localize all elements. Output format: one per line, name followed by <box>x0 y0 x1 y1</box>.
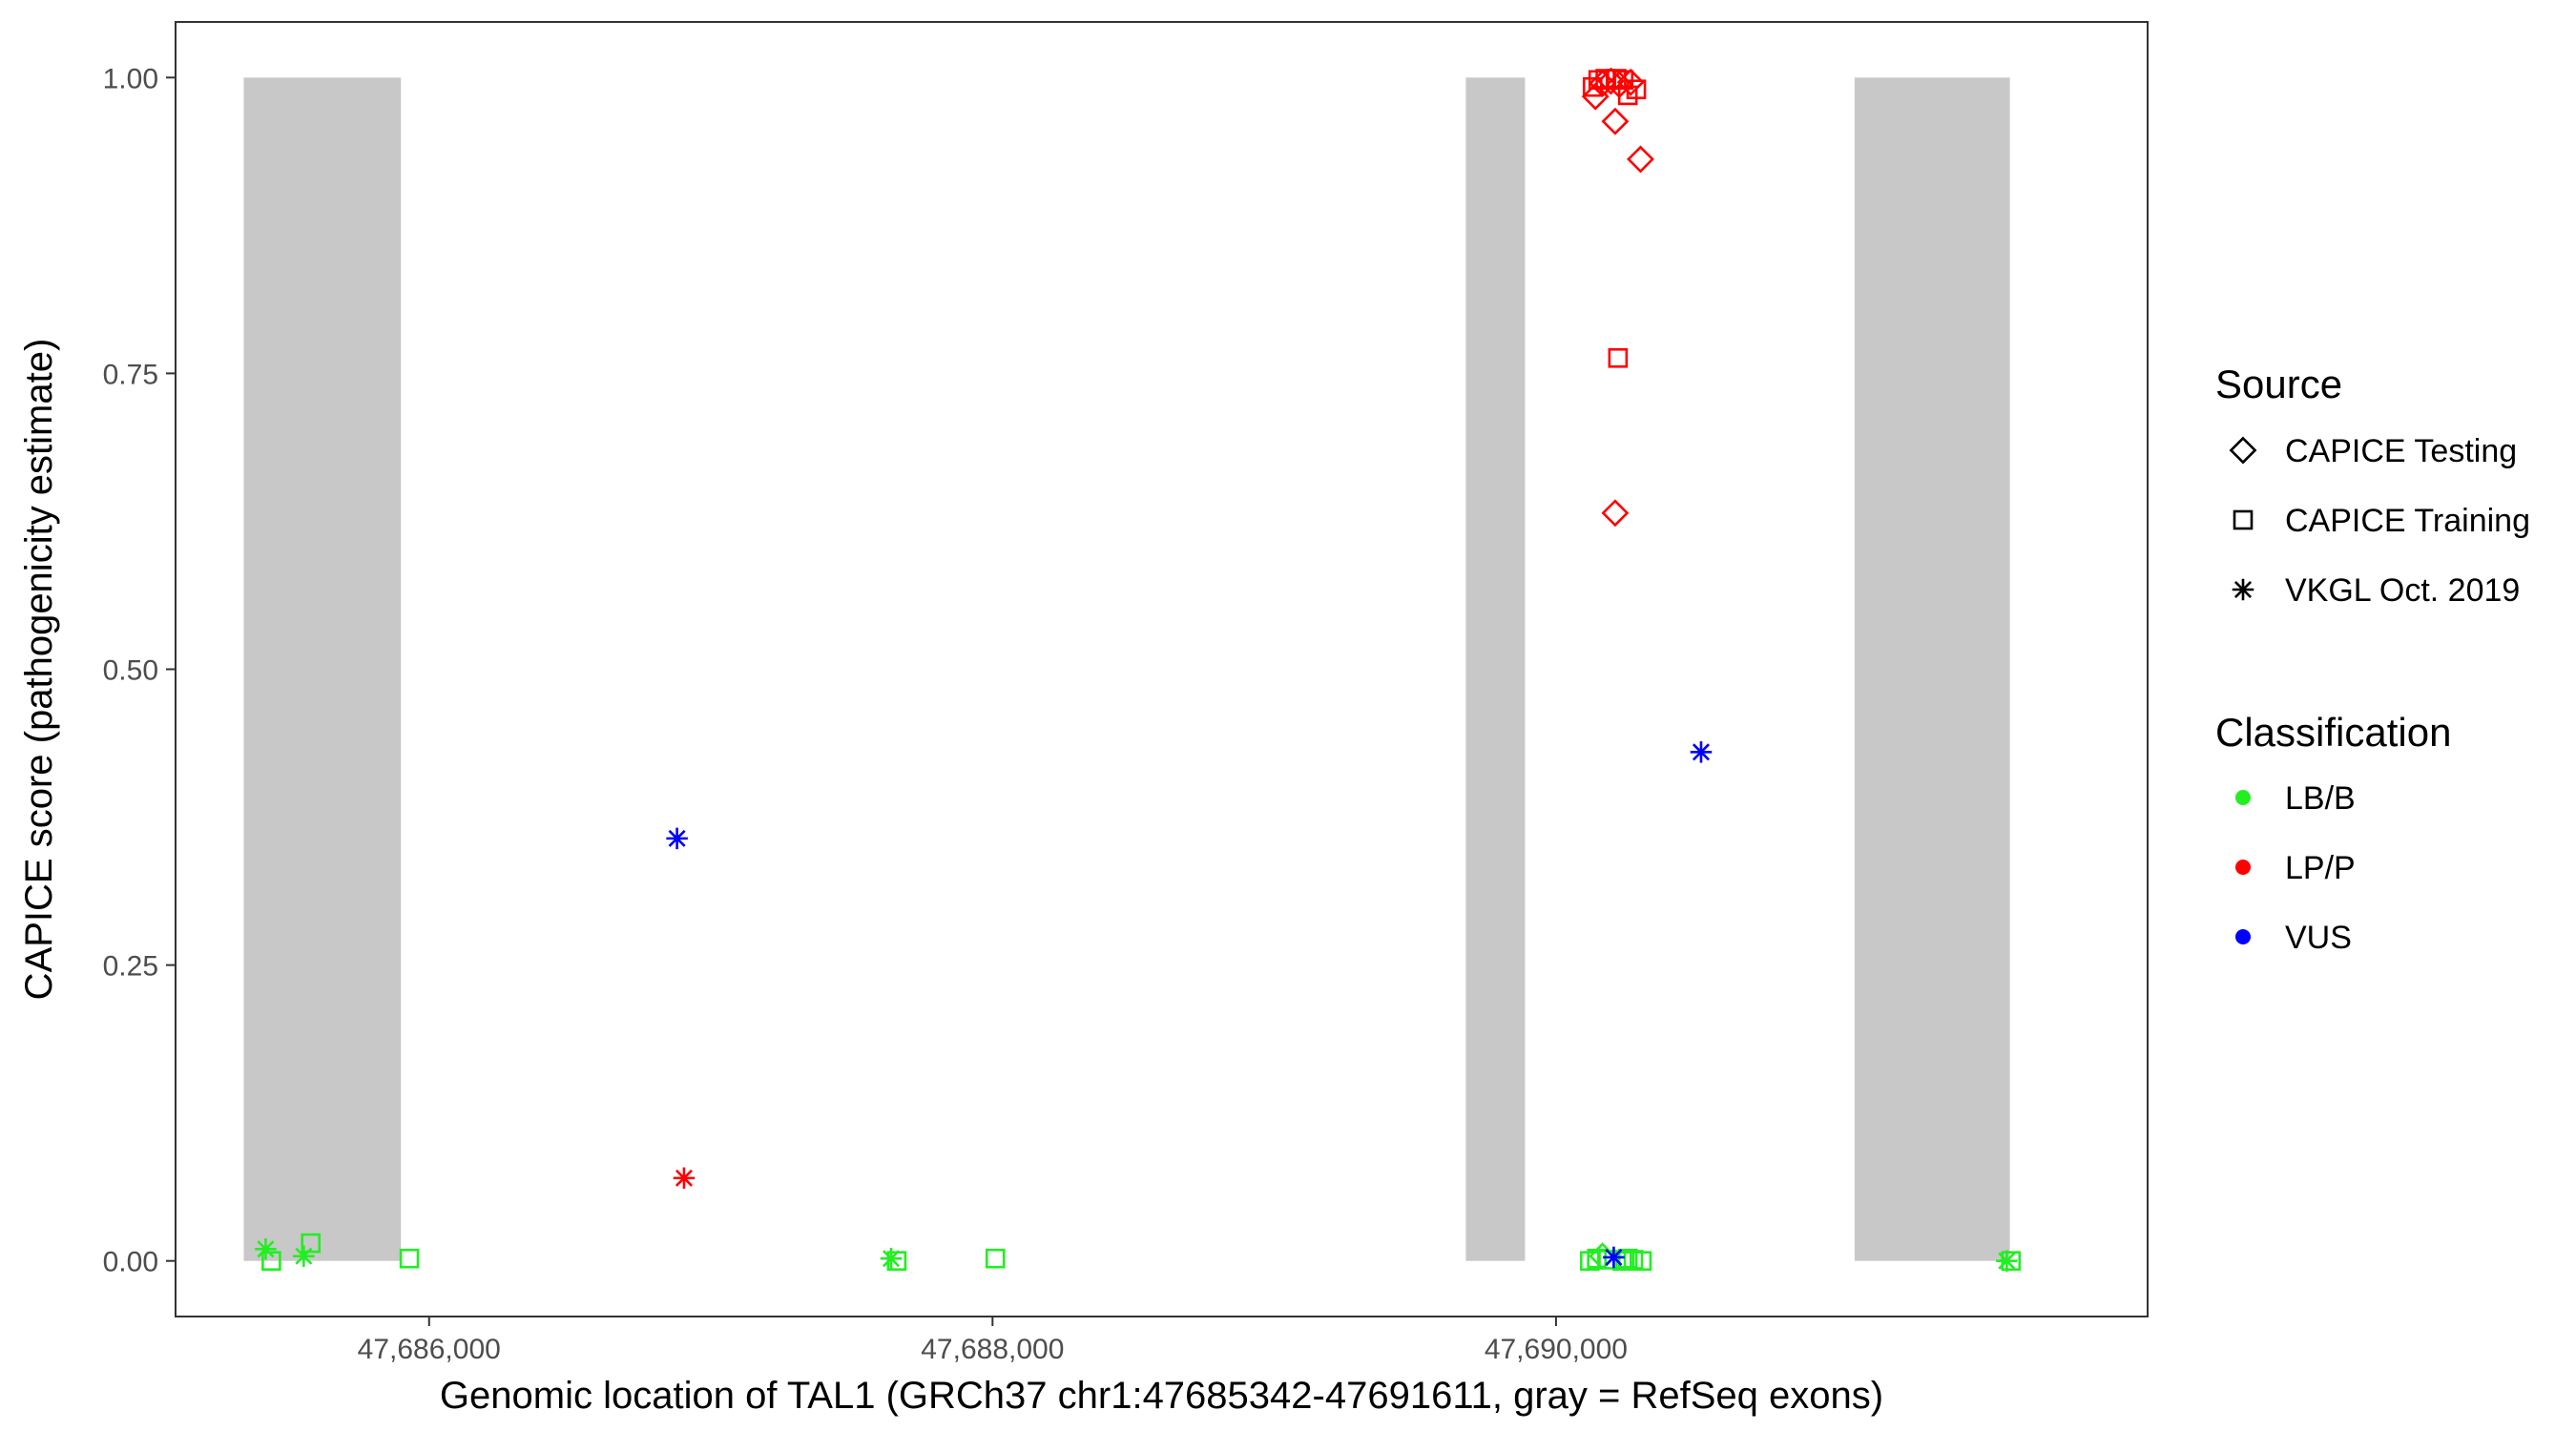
point-asterisk <box>293 1245 315 1267</box>
legend-source-key-diamond <box>2229 436 2257 465</box>
legend-classification-dot <box>2235 860 2251 875</box>
legend-classification-label: LB/B <box>2285 780 2356 817</box>
legend-classification: Classification LB/B LP/P VUS <box>2215 710 2451 956</box>
point-diamond <box>1616 68 1645 96</box>
point-diamond <box>1589 70 1617 97</box>
point-square <box>2001 1251 2022 1272</box>
y-tick-label: 0.25 <box>103 951 158 983</box>
point-diamond <box>1597 67 1625 95</box>
point-asterisk <box>1690 741 1713 763</box>
legend-classification-dot <box>2235 790 2251 805</box>
points-layer <box>255 67 2022 1272</box>
y-axis: 0.00 0.25 0.50 0.75 1.00 <box>103 63 176 1278</box>
legend-source-label: VKGL Oct. 2019 <box>2285 572 2520 609</box>
legend-source: Source CAPICE Testing CAPICE Training VKGL… <box>2215 362 2530 609</box>
exon-bar <box>1854 77 2010 1261</box>
point-square <box>261 1251 281 1272</box>
point-square <box>886 1251 907 1272</box>
x-axis: 47,686,000 47,688,000 47,690,000 <box>358 1317 1628 1365</box>
point-square <box>1608 347 1629 368</box>
exon-bar <box>243 77 402 1261</box>
point-asterisk <box>1603 1246 1625 1269</box>
point-asterisk <box>666 827 688 850</box>
exon-layer <box>243 77 2010 1261</box>
x-tick-label: 47,688,000 <box>921 1334 1064 1365</box>
legend-classification-title: Classification <box>2215 710 2451 755</box>
legend-source-title: Source <box>2215 362 2342 406</box>
x-axis-title: Genomic location of TAL1 (GRCh37 chr1:47… <box>440 1375 1883 1417</box>
x-tick-label: 47,690,000 <box>1485 1334 1628 1365</box>
point-diamond <box>1601 107 1630 135</box>
y-axis-title: CAPICE score (pathogenicity estimate) <box>18 339 60 1001</box>
point-square <box>301 1233 322 1254</box>
point-square <box>399 1248 420 1269</box>
legend-source-key-square <box>2233 509 2254 530</box>
x-tick-label: 47,686,000 <box>358 1334 501 1365</box>
point-asterisk <box>880 1247 903 1270</box>
point-asterisk <box>673 1167 696 1190</box>
y-tick-label: 0.00 <box>103 1247 158 1278</box>
y-tick-label: 1.00 <box>103 63 158 94</box>
point-asterisk <box>255 1238 277 1260</box>
legend-source-key-asterisk <box>2232 578 2254 601</box>
point-diamond <box>1627 145 1654 174</box>
exon-bar <box>1465 77 1526 1261</box>
y-tick-label: 0.50 <box>103 655 158 687</box>
point-square <box>1626 79 1647 100</box>
y-tick-label: 0.75 <box>103 359 158 390</box>
point-diamond <box>1581 82 1610 111</box>
legend-classification-label: LP/P <box>2285 850 2356 886</box>
point-square <box>1631 1251 1652 1272</box>
point-diamond <box>1601 499 1630 528</box>
legend-classification-label: VUS <box>2285 920 2352 956</box>
legend-classification-dot <box>2235 929 2251 944</box>
point-square <box>985 1248 1006 1269</box>
legend-source-label: CAPICE Testing <box>2285 433 2517 469</box>
legend-source-label: CAPICE Training <box>2285 503 2530 539</box>
